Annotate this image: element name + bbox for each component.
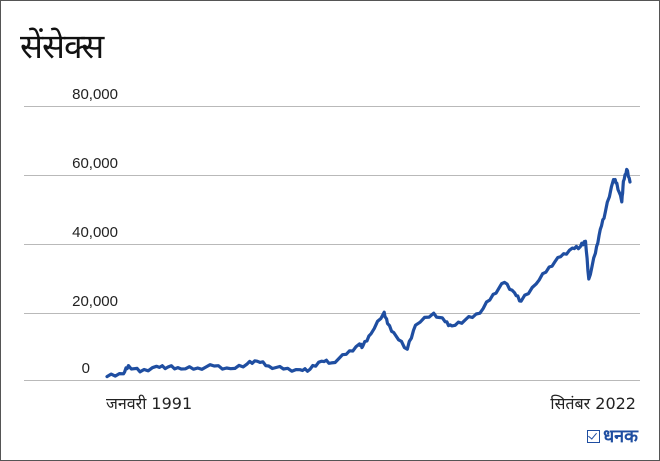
- sensex-series-line: [105, 167, 632, 379]
- gridline-40000: [24, 244, 640, 245]
- gridline-80000: [24, 106, 640, 107]
- y-tick-40000: 40,000: [72, 224, 118, 241]
- brand-name: धनक: [603, 426, 638, 447]
- gridline-60000: [24, 175, 640, 176]
- gridline-0: [24, 380, 640, 381]
- x-label-end: सितंबर 2022: [550, 394, 636, 413]
- y-tick-20000: 20,000: [72, 293, 118, 310]
- gridline-20000: [24, 313, 640, 314]
- x-label-start: जनवरी 1991: [106, 394, 193, 413]
- y-tick-80000: 80,000: [72, 86, 118, 103]
- y-tick-0: 0: [81, 360, 90, 377]
- brand-logo: धनक: [587, 424, 638, 448]
- chart-title: सेंसेक्स: [20, 27, 104, 67]
- checkbox-logo-icon: [587, 429, 601, 443]
- y-tick-60000: 60,000: [72, 155, 118, 172]
